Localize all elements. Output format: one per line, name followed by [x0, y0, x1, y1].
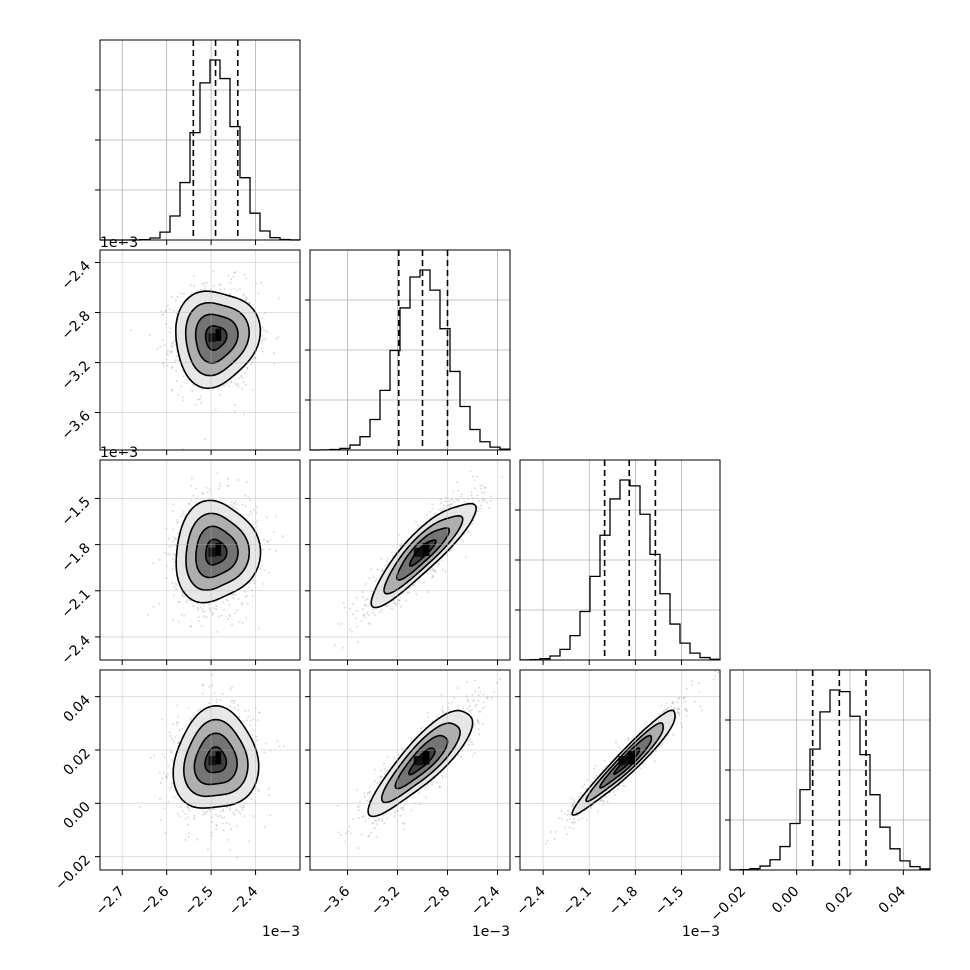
scatter-panel-1-0: −3.6 −3.2 −2.8 −2.4 [58, 249, 301, 455]
panel-frame [99, 39, 301, 241]
density-peak-cell [413, 756, 423, 766]
contour-2 [383, 514, 464, 595]
histogram-panel-3: −0.02 0.00 0.02 0.04 [708, 669, 931, 926]
x-tick-label: 0.02 [822, 884, 855, 917]
contour-1 [194, 313, 239, 364]
contour-0 [204, 538, 228, 566]
scatter-panel-3-1: −3.6 −3.2 −2.8 −2.4 [305, 669, 511, 919]
x-tick-label: −3.6 [318, 883, 353, 918]
scatter-panel-3-1-content [336, 678, 502, 850]
contour-0 [408, 747, 436, 776]
y-tick-label: 0.00 [60, 799, 93, 832]
contour-2 [182, 718, 249, 798]
density-peak-cell [208, 756, 216, 766]
density-peak-cell [215, 543, 222, 556]
density-peak-cell [215, 328, 222, 341]
contour-3 [175, 499, 262, 604]
x-tick-label: −2.7 [93, 884, 128, 919]
y-tick-label: −2.8 [58, 308, 93, 343]
panel-frame [309, 459, 511, 661]
x-offset-label: 1e−3 [262, 924, 300, 940]
panel-frame [99, 669, 301, 871]
y-tick-label: 0.02 [60, 746, 93, 779]
density-peak-cell [215, 751, 222, 765]
histogram-panel-0 [95, 39, 301, 245]
x-offset-label: 1e−3 [682, 924, 720, 940]
panel-frame [519, 459, 721, 661]
y-tick-label: −2.4 [58, 632, 93, 667]
contour-3 [172, 704, 260, 809]
contour-1 [195, 525, 239, 579]
panel-frame [519, 669, 721, 871]
histogram-steps [309, 269, 511, 451]
contour-0 [204, 325, 228, 352]
density-peak-cell [208, 547, 216, 557]
contour-1 [394, 734, 449, 790]
scatter-panel-2-0: −2.4 −2.1 −1.8 −1.5 [58, 459, 301, 668]
x-tick-label: −1.5 [652, 884, 687, 919]
x-tick-label: −3.2 [368, 884, 403, 919]
y-tick-label: −1.8 [58, 540, 93, 575]
y-tick-label: −0.02 [52, 852, 94, 894]
contour-3 [571, 709, 676, 816]
scatter-panel-3-0-content [138, 674, 286, 859]
histogram-steps [729, 689, 931, 871]
density-peak-cell [208, 333, 216, 342]
panel-frame [309, 669, 511, 871]
x-tick-label: −2.6 [137, 883, 172, 918]
x-tick-label: −2.4 [468, 883, 503, 918]
panel-frame [309, 249, 511, 451]
contour-2 [380, 722, 461, 804]
scatter-panel-1-0-content [129, 270, 280, 450]
y-tick-label: −1.5 [58, 494, 93, 529]
contour-2 [185, 512, 250, 591]
density-peak-cell [413, 547, 423, 557]
histogram-panel-1 [305, 249, 511, 455]
y-offset-label: 1e−3 [100, 445, 138, 461]
x-offset-label: 1e−3 [472, 924, 510, 940]
x-tick-label: −2.5 [182, 884, 217, 919]
x-tick-label: −0.02 [708, 884, 750, 926]
contour-2 [184, 302, 251, 377]
y-tick-label: 0.04 [60, 692, 93, 725]
scatter-panel-3-2: −2.4 −2.1 −1.8 −1.5 [514, 669, 721, 919]
contour-3 [174, 290, 262, 390]
density-peak-cell [627, 751, 636, 765]
density-peak-cell [422, 543, 430, 556]
scatter-panel-2-1-content [333, 470, 504, 649]
x-tick-label: −2.8 [418, 884, 453, 919]
contour-0 [408, 539, 437, 567]
x-tick-label: −1.8 [606, 884, 641, 919]
scatter-panel-2-1 [305, 459, 511, 665]
density-peak-cell [422, 751, 430, 765]
y-tick-label: −2.4 [58, 258, 93, 293]
x-tick-label: 0.00 [769, 884, 802, 917]
histogram-panel-2 [515, 459, 721, 665]
contour-1 [193, 732, 238, 786]
y-tick-label: −3.2 [58, 358, 93, 393]
panel-frame [99, 249, 301, 451]
x-tick-label: −2.4 [514, 883, 549, 918]
histogram-steps [519, 479, 721, 661]
y-tick-label: −3.6 [58, 408, 93, 443]
histogram-steps [100, 59, 301, 241]
y-offset-label: 1e−3 [100, 235, 138, 251]
panel-frame [729, 669, 931, 871]
x-tick-label: −2.4 [226, 883, 261, 918]
scatter-panel-3-2-content [544, 670, 720, 845]
contour-0 [204, 746, 228, 774]
x-tick-label: 0.04 [876, 883, 909, 916]
y-tick-label: −2.1 [58, 586, 93, 621]
panel-frame [99, 459, 301, 661]
contour-1 [599, 734, 653, 789]
scatter-panel-2-0-content [147, 472, 284, 633]
x-tick-label: −2.1 [560, 884, 595, 919]
scatter-panel-3-0: −2.7 −2.6 −2.5 −2.4 −0.02 0.00 0.02 0.04 [52, 669, 301, 919]
